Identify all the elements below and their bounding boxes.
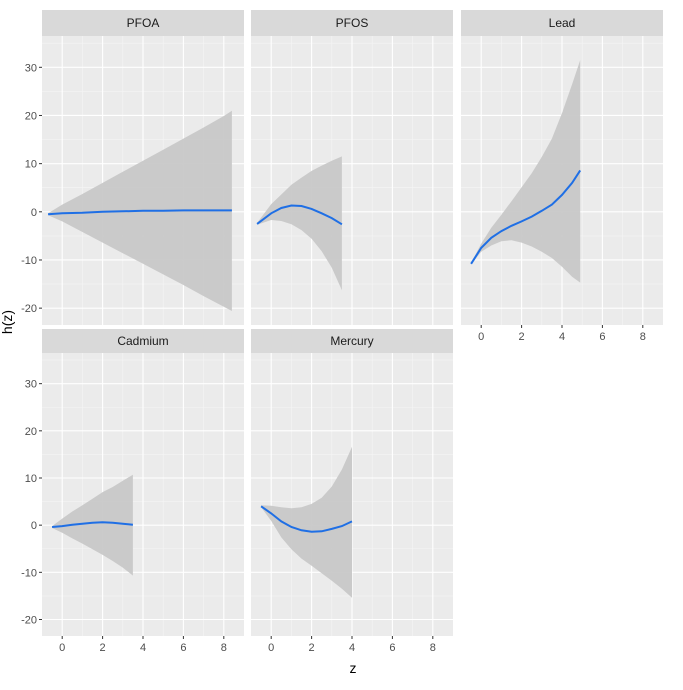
x-tick-label: 6	[599, 331, 605, 343]
x-tick-label: 0	[268, 642, 274, 654]
panel-pfos: PFOS	[251, 10, 453, 325]
confidence-band-mercury	[261, 446, 352, 598]
strip-label-mercury: Mercury	[330, 334, 373, 348]
y-tick-label: 10	[25, 159, 37, 171]
strip-label-pfos: PFOS	[336, 16, 369, 30]
estimate-line-lead	[470, 169, 582, 265]
x-tick-label: 0	[59, 642, 65, 654]
strip-label-lead: Lead	[549, 16, 576, 30]
y-tick-label: 30	[25, 62, 37, 74]
x-tick-label: 0	[478, 331, 484, 343]
y-tick-label: 30	[25, 379, 37, 391]
y-tick-label: 20	[25, 110, 37, 122]
x-tick-label: 4	[559, 331, 565, 343]
strip-pfos	[251, 10, 453, 36]
y-tick-label: 0	[31, 207, 37, 219]
estimate-line-pfos	[256, 204, 343, 226]
x-tick-label: 2	[309, 642, 315, 654]
x-axis-title: z	[350, 660, 357, 676]
estimate-line-pfoa	[48, 209, 232, 216]
panel-lead: Lead 0 2 4 6 8	[461, 10, 663, 343]
strip-lead	[461, 10, 663, 36]
y-tick-label: -10	[21, 255, 37, 267]
x-tick-label: 8	[430, 642, 436, 654]
x-tick-label: 6	[389, 642, 395, 654]
estimate-line-mercury	[260, 505, 353, 533]
x-tick-label: 4	[349, 642, 355, 654]
y-tick-label: 0	[31, 520, 37, 532]
panel-cadmium: Cadmium -20 -10 0 10 20 30 0 2 4 6 8	[21, 329, 244, 654]
confidence-band-pfos	[257, 156, 342, 291]
x-tick-label: 2	[519, 331, 525, 343]
y-tick-label: 10	[25, 473, 37, 485]
x-tick-label: 6	[180, 642, 186, 654]
x-tick-label: 4	[140, 642, 146, 654]
x-tick-label: 8	[221, 642, 227, 654]
y-tick-label: -20	[21, 614, 37, 626]
x-tick-label: 2	[100, 642, 106, 654]
panel-pfoa: PFOA -20 -10 0 10 20 30	[21, 10, 244, 325]
confidence-band-lead	[471, 60, 581, 283]
y-axis-title: h(z)	[0, 310, 15, 334]
y-tick-label: -10	[21, 567, 37, 579]
y-tick-label: 20	[25, 426, 37, 438]
x-tick-label: 8	[640, 331, 646, 343]
strip-label-pfoa: PFOA	[127, 16, 160, 30]
estimate-line-cadmium	[52, 521, 133, 528]
y-tick-label: -20	[21, 303, 37, 315]
panel-mercury: Mercury 0 2 4 6 8	[251, 329, 453, 654]
strip-cadmium	[42, 329, 244, 353]
confidence-band-cadmium	[52, 474, 133, 576]
strip-pfoa	[42, 10, 244, 36]
strip-mercury	[251, 329, 453, 353]
strip-label-cadmium: Cadmium	[117, 334, 168, 348]
